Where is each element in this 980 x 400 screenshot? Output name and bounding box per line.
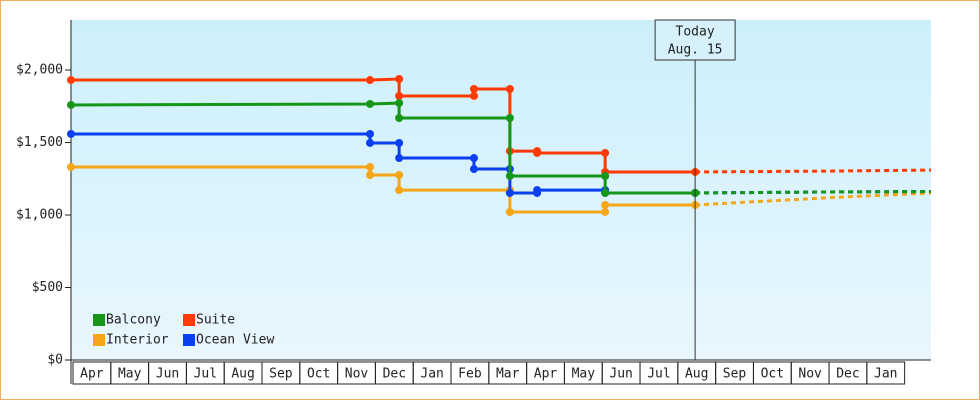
x-tick-label: Aug: [231, 367, 254, 382]
x-tick-label: Oct: [307, 367, 330, 382]
point: [67, 100, 75, 109]
point: [505, 85, 514, 94]
legend-label: Ocean View: [196, 333, 274, 348]
point: [395, 91, 404, 100]
today-box: [654, 19, 736, 61]
point: [469, 85, 478, 94]
point: [67, 129, 75, 138]
x-tick-label: Dec: [836, 367, 859, 382]
x-tick-label: Dec: [383, 367, 406, 382]
x-tick-label: Jul: [647, 367, 670, 382]
point: [366, 170, 375, 179]
x-tick-label: Mar: [496, 367, 520, 382]
point: [395, 114, 404, 123]
y-tick-label: $0: [47, 353, 63, 368]
point: [395, 186, 404, 195]
x-tick-label: Apr: [80, 367, 104, 382]
today-label: Aug. 15: [668, 43, 723, 58]
point: [505, 172, 514, 181]
point: [533, 148, 542, 157]
x-tick-label: Jan: [420, 367, 443, 382]
x-tick-label: Jul: [194, 367, 217, 382]
x-tick-label: Sep: [723, 367, 747, 382]
point: [366, 163, 375, 172]
point: [395, 138, 404, 147]
point: [601, 207, 610, 216]
y-tick-label: $1,500: [16, 135, 63, 150]
y-tick-label: $500: [32, 280, 63, 295]
x-tick-label: Apr: [534, 367, 558, 382]
point: [601, 201, 610, 210]
x-tick-label: Feb: [458, 367, 482, 382]
series-line: [71, 132, 696, 195]
point: [469, 165, 478, 174]
legend-swatch: [183, 314, 195, 326]
point: [366, 76, 375, 85]
x-tick-label: Jun: [609, 367, 632, 382]
legend-label: Interior: [106, 333, 169, 348]
forecast-line: [695, 190, 932, 195]
y-tick-label: $1,000: [16, 208, 63, 223]
point: [505, 188, 514, 197]
point: [395, 75, 404, 84]
x-tick-label: Nov: [345, 367, 369, 382]
x-tick-label: Sep: [269, 367, 293, 382]
legend-swatch: [93, 314, 105, 326]
point: [67, 163, 75, 172]
point: [395, 154, 404, 163]
y-tick-label: $2,000: [16, 63, 63, 78]
legend-swatch: [93, 334, 105, 346]
x-tick-label: Aug: [685, 367, 708, 382]
x-tick-label: May: [572, 367, 596, 382]
point: [366, 129, 375, 138]
x-tick-label: Jan: [874, 367, 897, 382]
x-tick-label: Jun: [156, 367, 179, 382]
x-tick-box: [866, 361, 906, 385]
point: [366, 99, 375, 108]
point: [601, 188, 610, 197]
forecast-line: [695, 191, 932, 207]
point: [469, 91, 478, 100]
point: [601, 172, 610, 181]
x-tick-label: Oct: [761, 367, 784, 382]
point: [505, 207, 514, 216]
x-tick-label: Nov: [798, 367, 822, 382]
legend-swatch: [183, 334, 195, 346]
point: [67, 76, 75, 85]
point: [395, 170, 404, 179]
legend-label: Balcony: [106, 313, 161, 328]
point: [601, 148, 610, 157]
legend-label: Suite: [196, 313, 235, 328]
point: [366, 138, 375, 147]
point: [395, 99, 404, 108]
x-tick-label: May: [118, 367, 142, 382]
forecast-line: [695, 168, 932, 174]
today-label: Today: [676, 25, 715, 40]
point: [469, 154, 478, 163]
point: [505, 114, 514, 123]
point: [533, 186, 542, 195]
